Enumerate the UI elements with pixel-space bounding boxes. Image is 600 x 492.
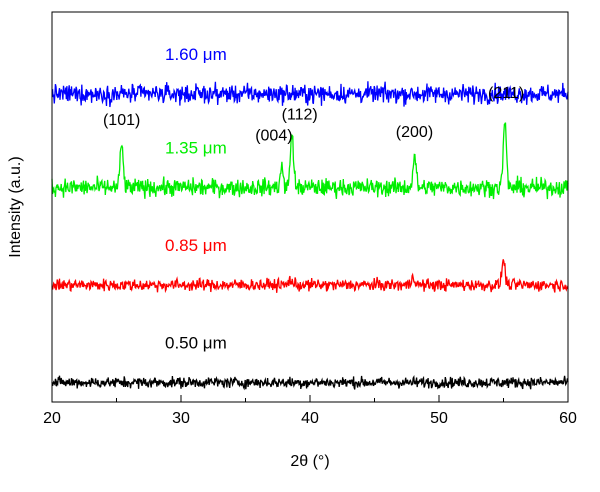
x-tick-label: 20: [43, 410, 61, 427]
peak-annotation: (101): [103, 112, 140, 129]
axis-layer: 20 30 40 50 60: [43, 395, 577, 427]
series-label: 1.60 μm: [165, 45, 227, 64]
series-line: [51, 259, 569, 294]
series-line: [51, 375, 569, 391]
peak-annotation: (211): [488, 85, 524, 102]
peak-annotation: (112): [282, 106, 318, 123]
x-tick-label: 40: [301, 410, 319, 427]
label-layer: 1.60 μm 1.35 μm 0.85 μm 0.50 μm (101) (004) (1…: [103, 45, 524, 353]
x-tick-label: 50: [430, 410, 448, 427]
series-line: [51, 81, 569, 108]
series-label: 0.50 μm: [165, 334, 227, 353]
peak-annotation: (200): [396, 124, 433, 141]
series-line: [51, 122, 569, 200]
x-axis-title: 2θ (°): [290, 453, 329, 470]
x-tick-label: 60: [559, 410, 577, 427]
series-label: 1.35 μm: [165, 139, 227, 158]
series-label: 0.85 μm: [165, 236, 227, 255]
plot-frame: [51, 11, 569, 403]
x-tick-label: 30: [172, 410, 190, 427]
y-axis-title: Intensity (a.u.): [7, 156, 24, 257]
peak-annotation: (004): [255, 128, 292, 145]
series-layer: [51, 81, 569, 391]
